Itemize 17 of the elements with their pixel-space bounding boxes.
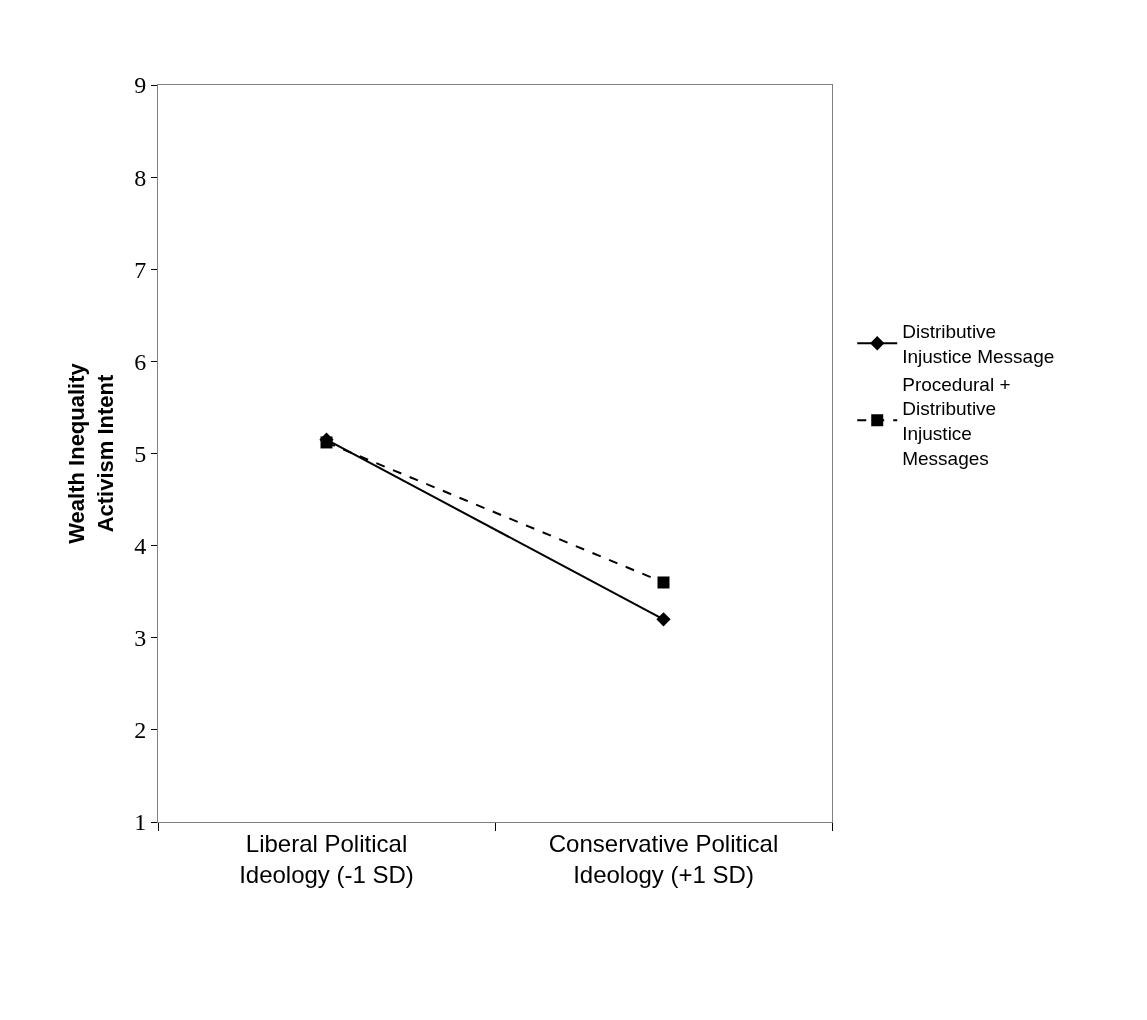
point — [656, 612, 671, 627]
x-tick-label: Liberal Political Ideology (-1 SD) — [239, 829, 414, 888]
legend-label: Distributive Injustice Message — [902, 321, 1055, 367]
y-tick-label: 9 — [134, 72, 147, 99]
y-tick-label: 4 — [134, 533, 147, 560]
point — [320, 436, 333, 449]
y-tick-label: 2 — [134, 717, 147, 744]
y-tick-label: 8 — [134, 164, 147, 191]
x-tick-label: Conservative Political Ideology (+1 SD) — [548, 829, 779, 888]
legend-label: Procedural + Distributive Injustice Messages — [902, 373, 1011, 469]
y-axis-title: Wealth Inequality Activism Intent — [64, 362, 118, 544]
y-tick-label: 3 — [134, 625, 147, 652]
y-tick-label: 7 — [134, 256, 147, 283]
y-tick-label: 5 — [134, 440, 147, 467]
y-tick-label: 1 — [134, 809, 147, 836]
y-tick-label: 6 — [134, 348, 147, 375]
point — [657, 576, 670, 589]
